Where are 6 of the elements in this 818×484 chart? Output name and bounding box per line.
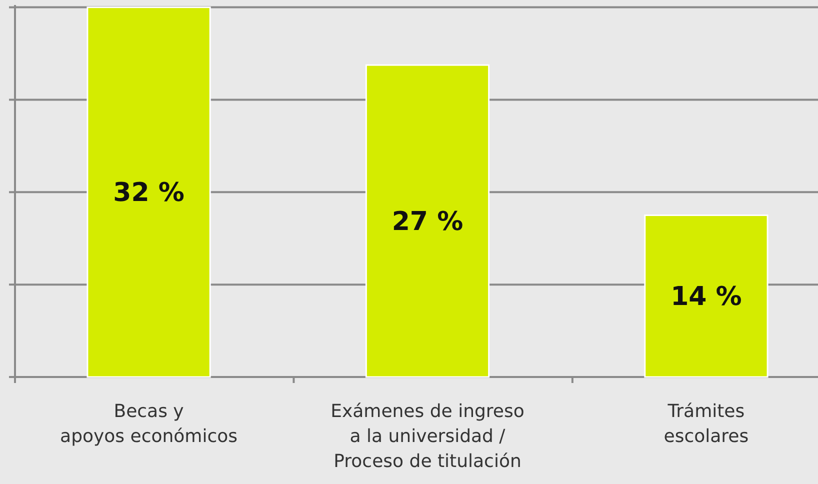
x-tick-label: Becas y apoyos económicos [60, 401, 238, 447]
data-label: 14 % [670, 282, 742, 312]
x-tick-label: Trámites escolares [664, 401, 749, 447]
x-tick-label: Exámenes de ingreso a la universidad / Proceso de titulación [330, 401, 524, 472]
data-label: 27 % [392, 207, 464, 238]
data-label: 32 % [113, 178, 184, 208]
